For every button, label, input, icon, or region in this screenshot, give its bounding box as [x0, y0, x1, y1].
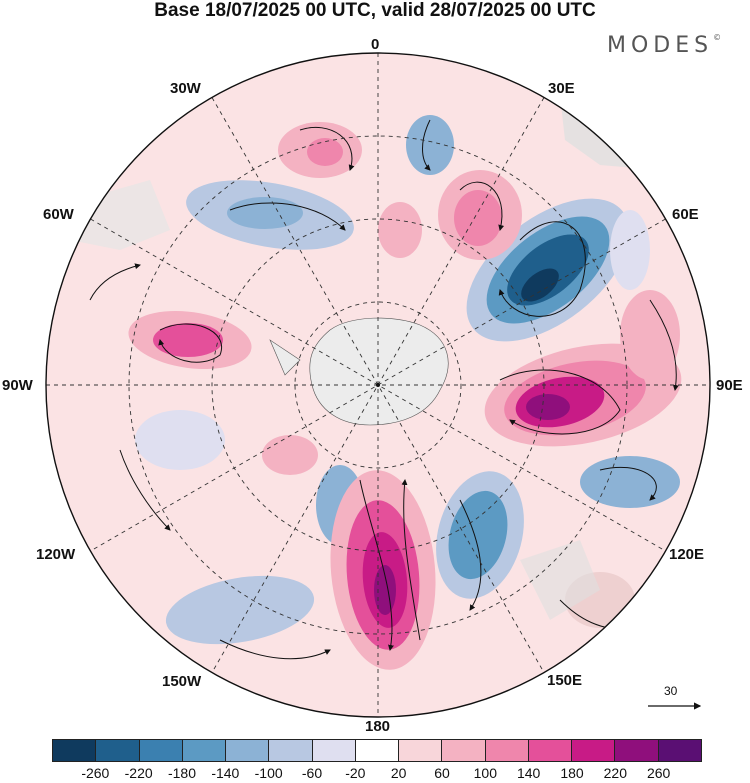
colorbar-swatch	[485, 740, 529, 761]
colorbar-swatch	[226, 740, 270, 761]
vector-scale-label: 30	[664, 684, 678, 698]
colorbar-tick-label: -60	[301, 765, 323, 781]
colorbar-tick-label: 260	[646, 765, 671, 781]
colorbar-swatch	[182, 740, 227, 761]
lon-label-150e: 150E	[547, 672, 583, 689]
lon-label-60w: 60W	[43, 206, 74, 223]
lon-label-90w: 90W	[2, 377, 33, 394]
colorbar-tick-label: 180	[560, 765, 584, 781]
map-boundary	[45, 52, 711, 718]
colorbar-swatch	[53, 740, 97, 761]
colorbar-swatch	[355, 740, 400, 761]
colorbar-swatch	[269, 740, 313, 761]
colorbar-swatch	[139, 740, 183, 761]
colorbar-tick-label: 20	[390, 765, 407, 781]
lon-label-30w: 30W	[170, 80, 201, 97]
colorbar-swatch	[572, 740, 616, 761]
colorbar-swatch	[312, 740, 356, 761]
colorbar-tick-label: 100	[473, 765, 498, 781]
lon-label-60e: 60E	[672, 206, 699, 223]
polar-anomaly-map	[45, 52, 711, 718]
wind-vectors	[89, 119, 679, 660]
lon-label-180: 180	[365, 718, 391, 735]
colorbar-tick-label: -140	[211, 765, 240, 781]
colorbar-ticks: -260 -220 -180 -140 -100 -60 -20 20 60 100 140 180 2…	[0, 765, 750, 783]
modes-logo: MODES©	[607, 33, 722, 58]
colorbar-swatch	[615, 740, 659, 761]
map-title: Base 18/07/2025 00 UTC, valid 28/07/2025…	[154, 0, 596, 21]
lon-label-30e: 30E	[548, 80, 575, 97]
colorbar-swatch	[658, 740, 701, 761]
lon-label-90e: 90E	[716, 377, 743, 394]
lon-label-120w: 120W	[36, 546, 76, 563]
colorbar-swatch	[399, 740, 443, 761]
colorbar-swatch	[528, 740, 573, 761]
colorbar-tick-label: -20	[345, 765, 366, 781]
lon-label-150w: 150W	[162, 673, 202, 690]
colorbar-tick-label: -100	[254, 765, 283, 781]
colorbar-tick-label: -260	[81, 765, 110, 781]
colorbar-tick-label: 60	[434, 765, 450, 781]
colorbar-swatch	[442, 740, 486, 761]
lon-label-120e: 120E	[669, 546, 705, 563]
lon-label-0: 0	[371, 36, 380, 53]
colorbar-tick-label: 140	[516, 765, 541, 781]
colorbar-swatch	[96, 740, 140, 761]
colorbar	[52, 739, 702, 762]
colorbar-tick-label: 220	[603, 765, 628, 781]
colorbar-tick-label: -180	[167, 765, 197, 781]
colorbar-tick-label: -220	[124, 765, 153, 781]
